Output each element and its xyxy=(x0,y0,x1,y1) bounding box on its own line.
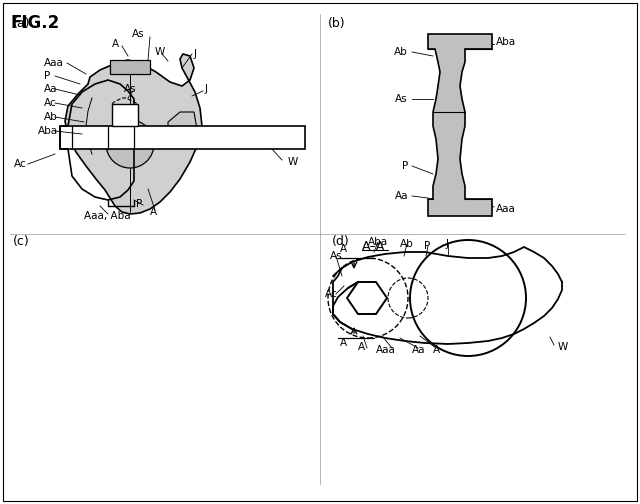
Text: Ab: Ab xyxy=(400,239,413,249)
Text: Aba: Aba xyxy=(496,37,516,47)
Text: P: P xyxy=(44,71,51,81)
Text: W: W xyxy=(558,342,568,352)
Text: (d): (d) xyxy=(332,235,349,248)
Text: J: J xyxy=(194,49,197,59)
Text: J: J xyxy=(205,84,208,94)
Text: A–A: A–A xyxy=(362,239,385,253)
Text: Ac: Ac xyxy=(325,289,338,299)
Text: P: P xyxy=(136,199,142,209)
Text: Aba: Aba xyxy=(368,237,388,247)
Text: Aa: Aa xyxy=(44,84,58,94)
Text: (a): (a) xyxy=(13,18,31,31)
Text: W: W xyxy=(155,47,165,57)
Text: J: J xyxy=(446,239,449,249)
Polygon shape xyxy=(168,112,197,146)
Text: Aaa: Aaa xyxy=(376,345,396,355)
Text: A: A xyxy=(339,244,347,254)
Text: W: W xyxy=(288,157,298,167)
Polygon shape xyxy=(110,60,150,74)
Bar xyxy=(60,126,305,149)
Text: (c): (c) xyxy=(13,235,29,248)
Text: FIG.2: FIG.2 xyxy=(10,14,60,32)
Text: A: A xyxy=(112,39,119,49)
Text: P: P xyxy=(424,241,430,251)
Text: A: A xyxy=(358,342,365,352)
Text: Aba: Aba xyxy=(38,126,58,136)
Text: A: A xyxy=(339,338,347,348)
Text: Ac: Ac xyxy=(44,98,57,108)
Text: As: As xyxy=(132,29,145,39)
Text: As: As xyxy=(124,84,136,94)
Text: Aaa: Aaa xyxy=(44,58,64,68)
Text: Aa: Aa xyxy=(394,191,408,201)
Text: (b): (b) xyxy=(328,18,346,31)
Text: Ab: Ab xyxy=(394,47,408,57)
Text: As: As xyxy=(396,94,408,104)
Text: As: As xyxy=(330,251,342,261)
Text: Aaa, Aba: Aaa, Aba xyxy=(84,211,131,221)
Polygon shape xyxy=(428,34,492,216)
Text: A: A xyxy=(433,345,440,355)
Bar xyxy=(112,104,138,126)
Text: Aa: Aa xyxy=(412,345,426,355)
Circle shape xyxy=(106,120,154,168)
Text: Aaa: Aaa xyxy=(496,204,516,214)
Text: P: P xyxy=(402,161,408,171)
Text: Ac: Ac xyxy=(14,159,27,169)
Text: Ab: Ab xyxy=(44,112,58,122)
Text: A: A xyxy=(150,207,157,217)
Polygon shape xyxy=(65,54,202,214)
